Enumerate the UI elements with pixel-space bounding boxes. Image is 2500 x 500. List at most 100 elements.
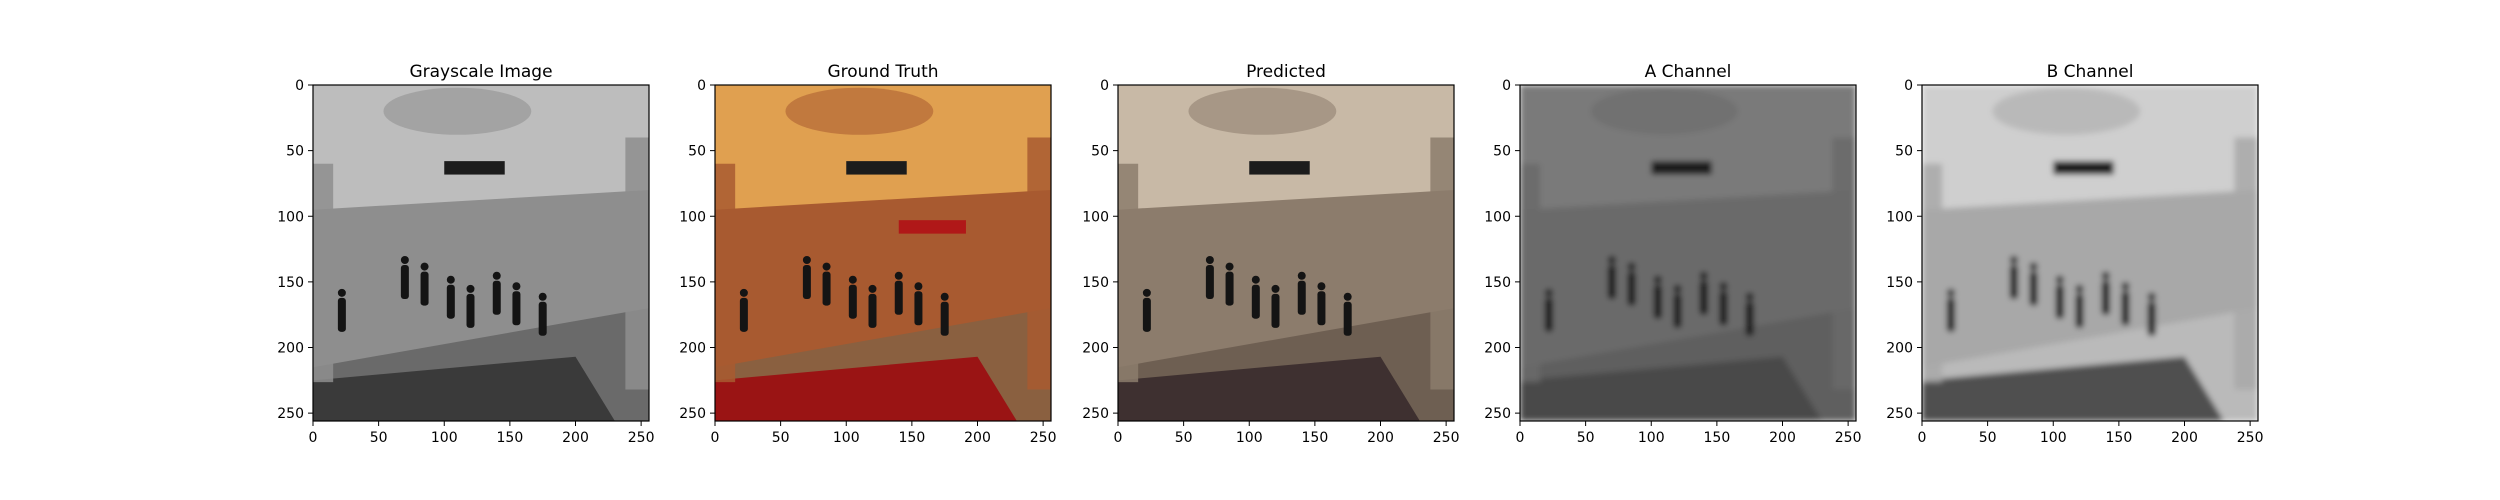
x-tick-label: 50: [1175, 430, 1193, 446]
image-content: [1520, 85, 1856, 421]
x-tick-label: 150: [899, 430, 926, 446]
image-person: [1544, 297, 1553, 332]
image-right-column: [1027, 137, 1051, 390]
panel-title: Grayscale Image: [409, 62, 552, 82]
x-tick-label: 250: [628, 430, 655, 446]
image-scene: [715, 85, 1051, 421]
image-right-column: [625, 137, 649, 390]
image-person: [512, 291, 521, 326]
x-tick-label: 50: [370, 430, 388, 446]
image-person-head: [1745, 292, 1754, 301]
y-tick-label: 200: [679, 341, 706, 357]
image-person-head: [337, 288, 346, 297]
x-tick-label: 100: [2040, 430, 2067, 446]
image-person: [1653, 284, 1662, 319]
image-person-head: [1607, 256, 1616, 264]
y-tick-label: 200: [1886, 341, 1913, 357]
x-tick-label: 250: [1835, 430, 1862, 446]
y-tick-label: 50: [286, 144, 304, 160]
image-person-head: [512, 282, 521, 291]
panel-title: Predicted: [1246, 62, 1326, 82]
x-tick-label: 200: [1769, 430, 1796, 446]
panel-title: B Channel: [2047, 62, 2134, 82]
image-person: [337, 297, 346, 332]
y-tick-label: 100: [1082, 209, 1109, 225]
image-person: [802, 265, 811, 299]
image-scene: [1520, 85, 1856, 421]
image-person-head: [848, 275, 857, 284]
image-person: [1225, 271, 1234, 306]
y-tick-label: 150: [1082, 275, 1109, 291]
image-person-head: [1205, 256, 1214, 264]
image-person: [492, 280, 501, 315]
image-left-column: [1520, 163, 1541, 383]
image-person: [940, 301, 949, 336]
image-person: [466, 293, 475, 328]
image-person-head: [1544, 288, 1553, 297]
x-tick-label: 0: [309, 430, 318, 446]
image-person: [2029, 271, 2038, 306]
image-ceiling-dome: [383, 87, 532, 135]
image-left-column: [1922, 163, 1943, 383]
y-tick-label: 200: [1484, 341, 1511, 357]
image-person: [1627, 271, 1636, 306]
panel-b-channel: B Channel 0 50 100 150 200 250 0 50 100 150 200 250: [1886, 62, 2263, 446]
image-carpet: [1520, 356, 1822, 421]
x-tick-label: 150: [1302, 430, 1329, 446]
image-person: [1699, 280, 1708, 315]
image-theater-sign: [2105, 220, 2173, 234]
image-person-head: [822, 262, 831, 271]
image-ceiling-dome: [785, 87, 934, 135]
image-person: [446, 284, 455, 319]
x-tick-label: 0: [1516, 430, 1525, 446]
image-content: [313, 85, 649, 421]
image-person-head: [2075, 284, 2084, 293]
image-person-head: [894, 271, 903, 280]
y-tick-label: 200: [1082, 341, 1109, 357]
image-person-head: [446, 275, 455, 284]
y-tick-label: 100: [277, 209, 304, 225]
x-tick-label: 200: [562, 430, 589, 446]
image-person-head: [400, 256, 409, 264]
image-person: [2009, 265, 2018, 299]
image-scene: [1118, 85, 1454, 421]
image-person-head: [2029, 262, 2038, 271]
x-tick-label: 0: [711, 430, 720, 446]
image-right-column: [1430, 137, 1454, 390]
axes-frame: [1921, 84, 2259, 422]
x-tick-label: 250: [1433, 430, 1460, 446]
axes-frame: [312, 84, 650, 422]
image-person-head: [1343, 292, 1352, 301]
image-person-head: [1271, 284, 1280, 293]
image-person-head: [1673, 284, 1682, 293]
x-tick-label: 150: [1704, 430, 1731, 446]
panel-a-channel: A Channel 0 50 100 150 200 250 0 50 100 150 200 250: [1484, 62, 1861, 446]
image-person-head: [868, 284, 877, 293]
y-tick-label: 100: [1484, 209, 1511, 225]
panel-ground-truth: Ground Truth 0 50 100 150 200 250 0 50 100 150 200…: [679, 62, 1056, 446]
y-tick-label: 150: [277, 275, 304, 291]
y-tick-label: 100: [1886, 209, 1913, 225]
image-carpet: [715, 356, 1017, 421]
image-person-head: [2147, 292, 2156, 301]
x-tick-label: 50: [1577, 430, 1595, 446]
axes-frame: [1519, 84, 1857, 422]
x-tick-label: 100: [1236, 430, 1263, 446]
panel-title: Ground Truth: [827, 62, 938, 82]
x-tick-label: 100: [1638, 430, 1665, 446]
image-person: [538, 301, 547, 336]
image-theater-sign: [1703, 220, 1771, 234]
y-tick-label: 250: [277, 406, 304, 422]
y-tick-label: 50: [1493, 144, 1511, 160]
image-person-head: [1699, 271, 1708, 280]
image-person: [1205, 265, 1214, 299]
y-tick-label: 0: [1100, 78, 1109, 94]
x-tick-label: 200: [964, 430, 991, 446]
image-person-head: [914, 282, 923, 291]
x-tick-label: 150: [2106, 430, 2133, 446]
image-person: [1607, 265, 1616, 299]
image-person: [1719, 291, 1728, 326]
image-person: [1673, 293, 1682, 328]
y-tick-label: 150: [1886, 275, 1913, 291]
